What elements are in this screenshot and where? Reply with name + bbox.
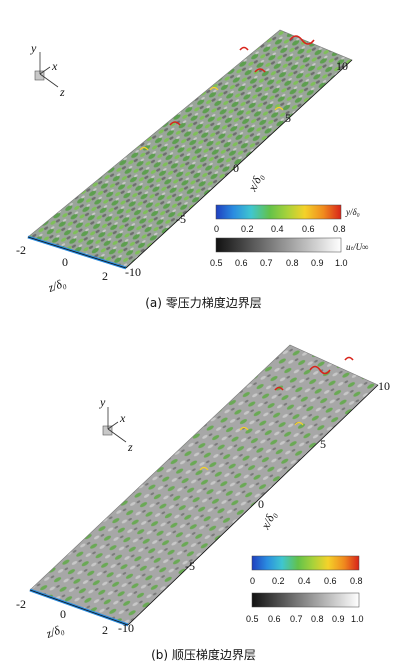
z-tick-minus2: -2 — [16, 597, 26, 611]
x-tick-0: 0 — [233, 161, 239, 175]
x-tick-0: 0 — [258, 497, 264, 511]
svg-text:z: z — [127, 440, 133, 454]
x-tick-minus10: -10 — [125, 265, 141, 279]
colorbar-velocity: 0.5 0.6 0.7 0.8 0.9 1.0 uₜ/U∞ — [210, 237, 369, 268]
svg-text:0.6: 0.6 — [324, 576, 337, 586]
svg-text:y: y — [30, 41, 37, 55]
x-tick-10: 10 — [378, 379, 390, 393]
svg-text:x: x — [119, 411, 126, 425]
x-tick-minus10: -10 — [118, 621, 134, 635]
panel-b: 10 5 0 -5 -10 x/δ₀ -2 0 2 z/δ₀ y x z 0 0… — [0, 330, 407, 662]
svg-text:0.8: 0.8 — [311, 614, 324, 624]
svg-text:0.4: 0.4 — [271, 224, 284, 234]
svg-text:0.7: 0.7 — [260, 258, 273, 268]
x-tick-minus5: -5 — [185, 559, 195, 573]
svg-text:x: x — [51, 59, 58, 73]
svg-text:0.6: 0.6 — [235, 258, 248, 268]
panel-a: 10 5 0 -5 -10 x/δ₀ -2 0 2 z/δ₀ y x z 0 0… — [0, 0, 407, 320]
z-tick-2: 2 — [102, 623, 108, 637]
x-tick-5: 5 — [285, 111, 291, 125]
vortex-structures-high — [274, 356, 354, 391]
caption-a: (a) 零压力梯度边界层 — [145, 296, 262, 310]
axes-triad-icon: y x z — [99, 395, 133, 454]
svg-text:1.0: 1.0 — [351, 614, 364, 624]
svg-text:y/δ₀: y/δ₀ — [345, 207, 360, 217]
z-tick-minus2: -2 — [16, 243, 26, 257]
svg-text:y: y — [99, 395, 106, 409]
x-tick-5: 5 — [320, 437, 326, 451]
svg-text:0.4: 0.4 — [298, 576, 311, 586]
svg-text:0.8: 0.8 — [333, 224, 346, 234]
svg-text:0: 0 — [214, 224, 219, 234]
x-tick-minus5: -5 — [176, 212, 186, 226]
svg-text:0.2: 0.2 — [241, 224, 254, 234]
vortex-structures-mid — [139, 86, 284, 151]
svg-text:0.9: 0.9 — [311, 258, 324, 268]
svg-text:0: 0 — [250, 576, 255, 586]
z-tick-0: 0 — [62, 255, 68, 269]
axes-triad-icon: y x z — [30, 41, 65, 99]
x-axis-label: x/δ₀ — [258, 509, 279, 533]
svg-text:0.9: 0.9 — [332, 614, 345, 624]
vortex-structures-high — [169, 35, 315, 126]
svg-text:0.6: 0.6 — [302, 224, 315, 234]
x-tick-10: 10 — [336, 59, 348, 73]
svg-text:0.7: 0.7 — [290, 614, 303, 624]
svg-text:0.2: 0.2 — [272, 576, 285, 586]
svg-text:0.5: 0.5 — [210, 258, 223, 268]
z-axis-label: z/δ₀ — [45, 276, 67, 296]
svg-text:0.6: 0.6 — [268, 614, 281, 624]
z-axis-label: z/δ₀ — [43, 622, 65, 642]
svg-text:z: z — [59, 85, 65, 99]
svg-text:0.8: 0.8 — [350, 576, 363, 586]
panel-b-figure: 10 5 0 -5 -10 x/δ₀ -2 0 2 z/δ₀ y x z 0 0… — [16, 344, 390, 642]
colorbar-velocity: 0.5 0.6 0.7 0.8 0.9 1.0 — [246, 592, 364, 624]
vortex-structures-mid — [199, 421, 304, 471]
caption-b: (b) 顺压梯度边界层 — [151, 648, 256, 662]
svg-text:uₜ/U∞: uₜ/U∞ — [346, 242, 369, 252]
z-tick-2: 2 — [102, 269, 108, 283]
svg-text:0.5: 0.5 — [246, 614, 259, 624]
colorbar-height: 0 0.2 0.4 0.6 0.8 — [250, 555, 363, 586]
svg-text:0.8: 0.8 — [286, 258, 299, 268]
svg-text:1.0: 1.0 — [335, 258, 348, 268]
panel-a-figure: 10 5 0 -5 -10 x/δ₀ -2 0 2 z/δ₀ y x z 0 0… — [16, 29, 369, 296]
x-axis-label: x/δ₀ — [245, 171, 266, 195]
colorbar-height: 0 0.2 0.4 0.6 0.8 y/δ₀ — [214, 204, 360, 234]
z-tick-0: 0 — [60, 607, 66, 621]
